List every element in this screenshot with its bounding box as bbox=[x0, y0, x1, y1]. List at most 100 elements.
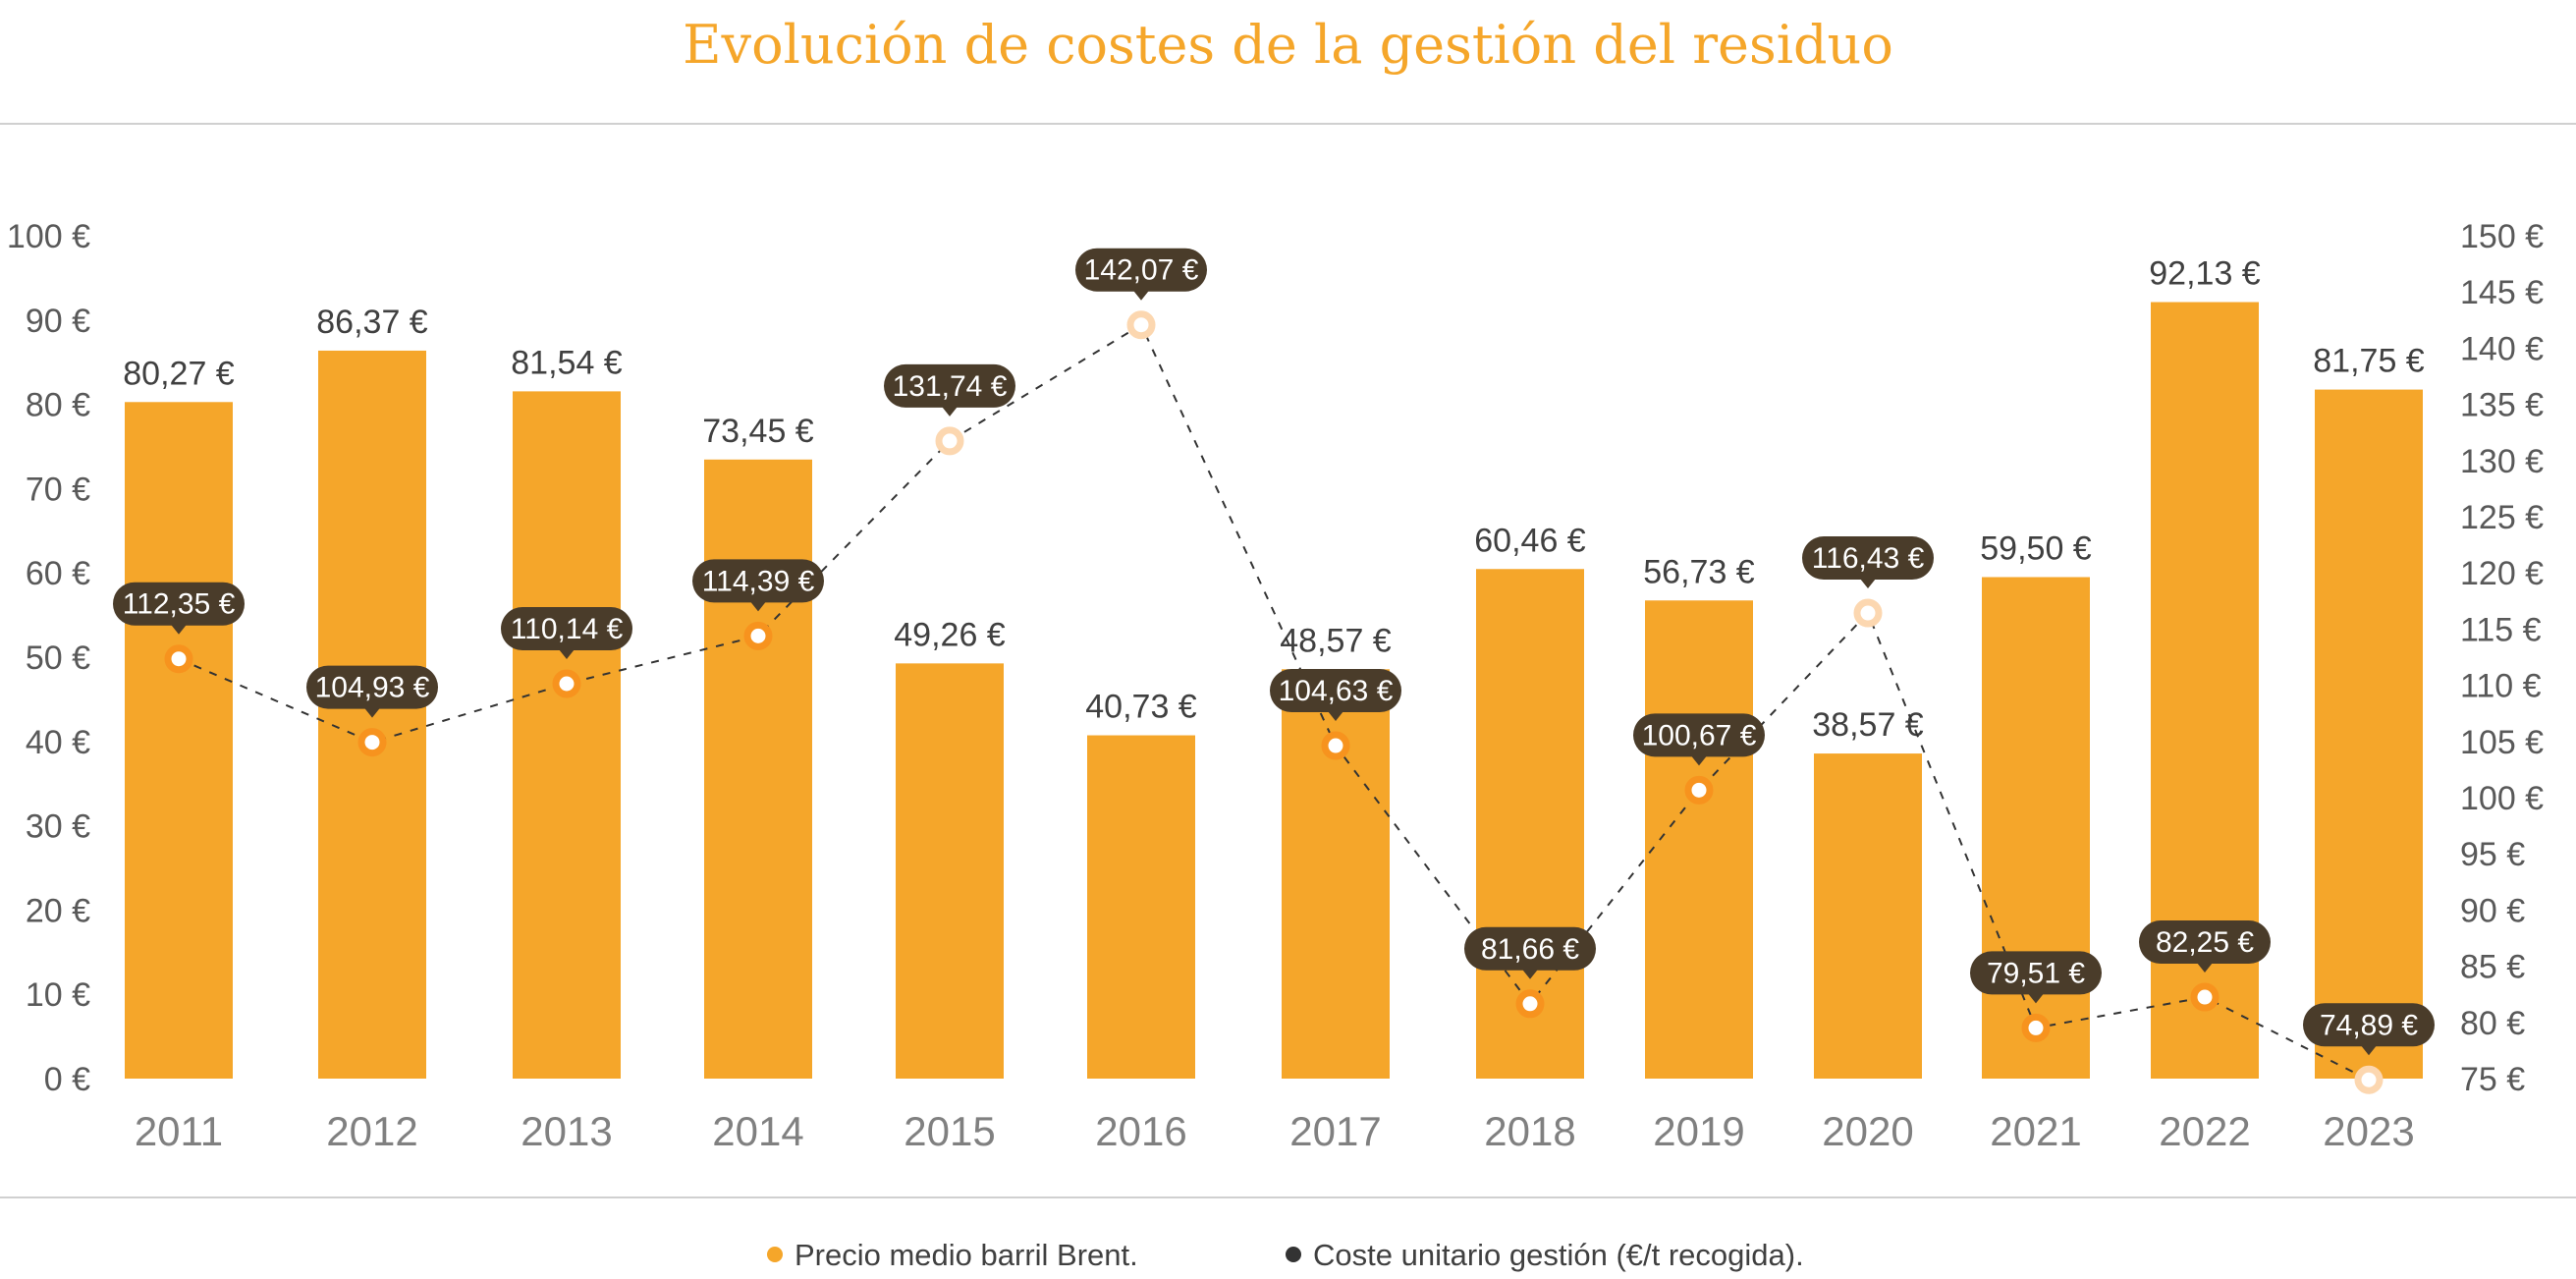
bar bbox=[513, 391, 621, 1079]
line-point bbox=[164, 644, 193, 674]
callout-box bbox=[1633, 713, 1765, 757]
callout-box bbox=[1075, 248, 1207, 292]
bar-value-label: 60,46 € bbox=[1474, 522, 1586, 559]
legend: Precio medio barril Brent. Coste unitari… bbox=[767, 1238, 1804, 1272]
line-markers bbox=[164, 310, 2384, 1094]
left-axis-tick: 60 € bbox=[26, 555, 90, 592]
line-point bbox=[2190, 982, 2220, 1012]
x-axis-tick: 2023 bbox=[2323, 1108, 2414, 1154]
line-callouts: 112,35 € 104,93 € 110,14 € 114,39 € 131,74 €… bbox=[113, 248, 2435, 1056]
bar bbox=[125, 402, 233, 1079]
legend-swatch-brent bbox=[767, 1247, 783, 1262]
legend-label-cost: Coste unitario gestión (€/t recogida). bbox=[1313, 1238, 1804, 1272]
line-point bbox=[2021, 1013, 2051, 1042]
x-axis-tick: 2014 bbox=[712, 1108, 803, 1154]
callout-box bbox=[884, 363, 1015, 408]
chart-title: Evolución de costes de la gestión del re… bbox=[683, 14, 1893, 76]
line-point bbox=[552, 669, 581, 698]
right-axis-tick: 120 € bbox=[2460, 555, 2544, 592]
right-y-axis: 75 € 80 € 85 € 90 € 95 € 100 € 105 € 110 € 115 €… bbox=[2460, 218, 2544, 1098]
bar-value-label: 73,45 € bbox=[702, 413, 814, 450]
x-axis-tick: 2018 bbox=[1484, 1108, 1575, 1154]
callout-pointer bbox=[1522, 969, 1538, 979]
right-axis-tick: 115 € bbox=[2460, 611, 2542, 648]
callout-pointer bbox=[2028, 993, 2044, 1004]
callout-pointer bbox=[559, 648, 575, 659]
x-axis: 2011 2012 2013 2014 2015 2016 2017 2018 2019 2020… bbox=[135, 1108, 2415, 1154]
legend-swatch-cost bbox=[1286, 1247, 1301, 1262]
left-axis-tick: 10 € bbox=[26, 976, 90, 1014]
line-value-label: 114,39 € bbox=[702, 565, 815, 597]
line-value-label: 100,67 € bbox=[1642, 719, 1757, 751]
callout-pointer bbox=[2197, 963, 2213, 973]
line-value-label: 116,43 € bbox=[1812, 542, 1925, 575]
callout-pointer bbox=[1328, 711, 1343, 722]
bar-value-label: 81,54 € bbox=[511, 344, 623, 381]
left-axis-tick: 80 € bbox=[26, 387, 90, 424]
callout-box bbox=[1970, 951, 2102, 995]
x-axis-tick: 2013 bbox=[521, 1108, 612, 1154]
callout-box bbox=[1270, 669, 1401, 713]
bar bbox=[1982, 577, 2090, 1079]
right-axis-tick: 135 € bbox=[2460, 387, 2544, 424]
bar-value-label: 38,57 € bbox=[1812, 706, 1924, 744]
left-axis-tick: 20 € bbox=[26, 892, 90, 929]
line-point bbox=[1853, 598, 1883, 628]
legend-label-brent: Precio medio barril Brent. bbox=[795, 1238, 1138, 1272]
line-point bbox=[1126, 310, 1156, 340]
callout-box bbox=[2303, 1003, 2435, 1047]
left-axis-tick: 100 € bbox=[7, 218, 90, 255]
line-value-label: 79,51 € bbox=[1987, 957, 2085, 989]
x-axis-tick: 2015 bbox=[904, 1108, 995, 1154]
line-value-label: 104,93 € bbox=[315, 672, 430, 704]
callout-pointer bbox=[750, 601, 766, 612]
x-axis-tick: 2021 bbox=[1990, 1108, 2081, 1154]
bar-data-labels: 80,27 € 86,37 € 81,54 € 73,45 € 49,26 € 40,73… bbox=[123, 255, 2425, 745]
bar-value-label: 59,50 € bbox=[1980, 529, 2092, 567]
bar bbox=[896, 663, 1004, 1079]
line-point bbox=[1515, 989, 1545, 1019]
left-axis-tick: 50 € bbox=[26, 640, 90, 677]
bar-value-label: 92,13 € bbox=[2149, 255, 2261, 293]
bar-value-label: 86,37 € bbox=[316, 304, 428, 341]
line-point bbox=[935, 426, 964, 456]
x-axis-tick: 2012 bbox=[326, 1108, 417, 1154]
line-value-label: 131,74 € bbox=[893, 370, 1008, 403]
callout-pointer bbox=[942, 406, 958, 417]
callout-box bbox=[501, 606, 632, 650]
x-axis-tick: 2011 bbox=[135, 1108, 223, 1154]
right-axis-tick: 95 € bbox=[2460, 836, 2525, 873]
left-axis-tick: 90 € bbox=[26, 303, 90, 340]
x-axis-tick: 2017 bbox=[1289, 1108, 1381, 1154]
left-axis-tick: 40 € bbox=[26, 724, 90, 761]
x-axis-tick: 2020 bbox=[1822, 1108, 1913, 1154]
right-axis-tick: 125 € bbox=[2460, 499, 2544, 536]
callout-pointer bbox=[364, 707, 380, 718]
line-value-label: 110,14 € bbox=[511, 613, 624, 645]
bar bbox=[2315, 389, 2423, 1080]
bar bbox=[1282, 669, 1390, 1079]
left-axis-tick: 70 € bbox=[26, 471, 90, 508]
right-axis-tick: 105 € bbox=[2460, 724, 2544, 761]
right-axis-tick: 85 € bbox=[2460, 949, 2525, 986]
callout-box bbox=[306, 665, 438, 709]
line-point bbox=[357, 728, 387, 757]
callout-pointer bbox=[1691, 755, 1707, 766]
callout-box bbox=[1464, 926, 1596, 971]
bar-value-label: 40,73 € bbox=[1085, 689, 1197, 726]
line-point bbox=[2354, 1065, 2384, 1094]
bar-value-label: 80,27 € bbox=[123, 355, 235, 392]
callout-pointer bbox=[1133, 290, 1149, 301]
bar bbox=[1087, 735, 1195, 1079]
callout-pointer bbox=[171, 624, 187, 635]
x-axis-tick: 2019 bbox=[1653, 1108, 1744, 1154]
bar-value-label: 48,57 € bbox=[1280, 622, 1392, 659]
line-value-label: 81,66 € bbox=[1481, 933, 1579, 966]
callout-pointer bbox=[2361, 1045, 2377, 1056]
right-axis-tick: 130 € bbox=[2460, 443, 2544, 480]
right-axis-tick: 75 € bbox=[2460, 1061, 2525, 1098]
line-value-label: 104,63 € bbox=[1279, 675, 1394, 707]
bar-value-label: 56,73 € bbox=[1643, 553, 1755, 590]
callout-box bbox=[1802, 536, 1934, 581]
